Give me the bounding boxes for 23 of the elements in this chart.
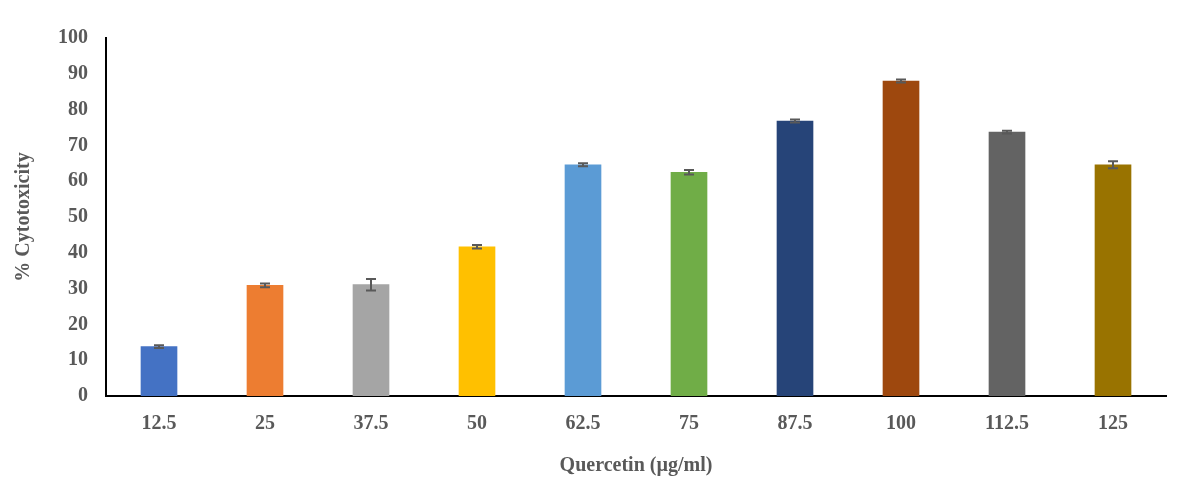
y-tick-label: 0 [78, 383, 88, 406]
y-tick-label: 60 [68, 168, 88, 191]
x-tick-label: 112.5 [985, 411, 1029, 434]
y-tick-label: 40 [68, 239, 88, 262]
x-tick-label: 75 [679, 411, 699, 434]
y-axis-title: % Cytotoxicity [11, 152, 35, 282]
y-tick-label: 70 [68, 132, 88, 155]
y-tick-label: 20 [68, 311, 88, 334]
y-tick-label: 30 [68, 275, 88, 298]
x-tick-label: 50 [467, 411, 487, 434]
x-tick-label: 62.5 [565, 411, 601, 434]
x-tick-label: 125 [1098, 411, 1128, 434]
x-tick-label: 12.5 [141, 411, 177, 434]
x-tick-label: 37.5 [353, 411, 389, 434]
y-tick-label: 50 [68, 204, 88, 227]
x-tick-label: 100 [886, 411, 916, 434]
y-tick-label: 80 [68, 96, 88, 119]
y-tick-label: 100 [58, 25, 88, 48]
y-tick-label: 10 [68, 347, 88, 370]
x-tick-label: 25 [255, 411, 275, 434]
x-tick-label: 87.5 [777, 411, 813, 434]
y-tick-label: 90 [68, 60, 88, 83]
x-axis-title: Quercetin (µg/ml) [559, 453, 713, 477]
